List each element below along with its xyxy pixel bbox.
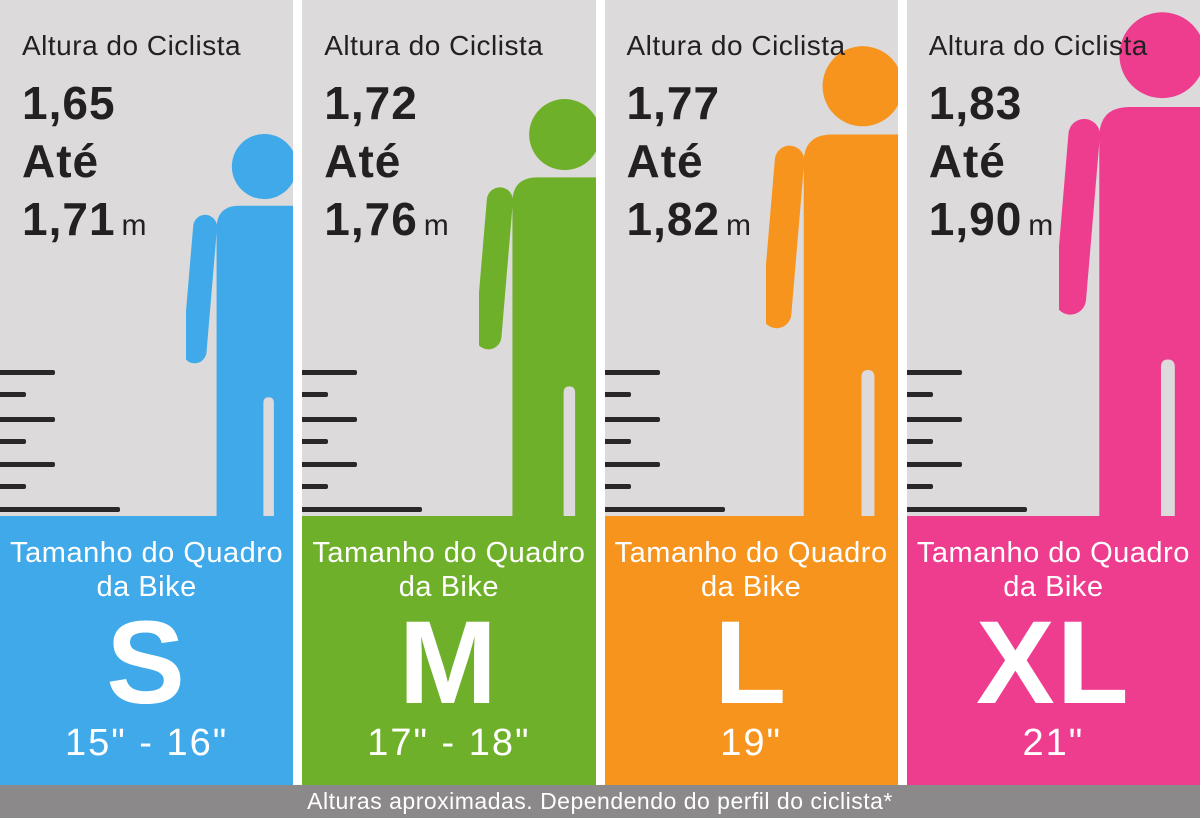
rider-height-info: Altura do Ciclista 1,72 Até 1,76 m (324, 30, 543, 255)
cyclist-silhouette-icon (186, 133, 294, 516)
frame-size-inches: 21" (1022, 722, 1085, 764)
ruler-mark (302, 507, 423, 512)
frame-size-block: Tamanho do Quadro da Bike S 15" - 16" (0, 516, 294, 785)
height-unit: m (121, 209, 147, 242)
size-column-s: Altura do Ciclista 1,65 Até 1,71 m Tamanh… (0, 0, 294, 785)
height-unit: m (423, 209, 449, 242)
ruler-mark (604, 370, 660, 375)
ruler-mark (302, 484, 329, 489)
ruler-mark (0, 462, 55, 467)
height-to-value: 1,76 (324, 193, 418, 245)
rider-area: Altura do Ciclista 1,65 Até 1,71 m (0, 0, 294, 516)
ruler-mark (604, 439, 631, 444)
size-column-l: Altura do Ciclista 1,77 Até 1,82 m Tamanh… (604, 0, 898, 785)
ruler-mark (906, 462, 962, 467)
rider-height-info: Altura do Ciclista 1,77 Até 1,82 m (627, 30, 846, 255)
ruler-mark (604, 507, 725, 512)
ruler-mark (906, 507, 1027, 512)
rider-area: Altura do Ciclista 1,77 Até 1,82 m (604, 0, 898, 516)
frame-size-label: Tamanho do Quadro da Bike (917, 536, 1190, 604)
footer-note: Alturas aproximadas. Dependendo do perfi… (0, 785, 1200, 818)
size-columns: Altura do Ciclista 1,65 Até 1,71 m Tamanh… (0, 0, 1200, 785)
size-column-m: Altura do Ciclista 1,72 Até 1,76 m Tamanh… (302, 0, 596, 785)
rider-height-label: Altura do Ciclista (626, 30, 846, 61)
frame-size-block: Tamanho do Quadro da Bike L 19" (604, 516, 898, 785)
height-to-value: 1,82 (626, 193, 721, 245)
frame-size-letter: XL (975, 597, 1131, 729)
ruler-mark (302, 417, 358, 422)
height-from: 1,65 (22, 77, 116, 129)
height-range-connector: Até (626, 135, 704, 187)
height-to: 1,76 m (324, 190, 543, 255)
ruler-mark (604, 417, 660, 422)
height-to: 1,82 m (627, 190, 846, 255)
ruler-mark (604, 392, 631, 397)
height-ruler (0, 0, 293, 516)
ruler-mark (906, 370, 962, 375)
height-to: 1,71 m (22, 190, 241, 255)
frame-size-letter: M (398, 597, 500, 729)
frame-size-inches: 19" (720, 722, 782, 764)
rider-height-label: Altura do Ciclista (928, 30, 1148, 61)
cyclist-silhouette-icon (1059, 12, 1200, 516)
ruler-mark (906, 417, 962, 422)
ruler-mark (604, 462, 660, 467)
ruler-mark (0, 507, 120, 512)
ruler-mark (906, 484, 933, 489)
rider-height-label: Altura do Ciclista (22, 30, 242, 61)
frame-size-letter: L (714, 597, 789, 729)
height-ruler (604, 0, 898, 516)
ruler-mark (302, 439, 329, 444)
ruler-mark (906, 392, 933, 397)
height-range-connector: Até (22, 135, 100, 187)
rider-height-info: Altura do Ciclista 1,83 Até 1,90 m (929, 30, 1148, 255)
frame-size-inches: 15" - 16" (64, 722, 229, 764)
frame-size-label-line1: Tamanho do Quadro (10, 537, 284, 569)
frame-size-label: Tamanho do Quadro da Bike (615, 536, 888, 604)
frame-size-label-line2: da Bike (701, 571, 802, 603)
ruler-mark (0, 392, 26, 397)
ruler-mark (0, 439, 26, 444)
frame-size-label-line1: Tamanho do Quadro (614, 537, 888, 569)
frame-size-label-line2: da Bike (398, 571, 499, 603)
ruler-mark (0, 417, 55, 422)
height-to-value: 1,71 (22, 193, 116, 245)
ruler-mark (0, 370, 55, 375)
height-ruler (906, 0, 1200, 516)
height-from: 1,77 (626, 77, 721, 129)
height-to-value: 1,90 (928, 193, 1023, 245)
height-from: 1,72 (324, 77, 418, 129)
frame-size-label: Tamanho do Quadro da Bike (10, 536, 283, 604)
frame-size-label: Tamanho do Quadro da Bike (312, 536, 585, 604)
height-unit: m (726, 209, 752, 242)
ruler-mark (906, 439, 933, 444)
cyclist-silhouette-icon (765, 46, 898, 516)
rider-area: Altura do Ciclista 1,72 Até 1,76 m (302, 0, 596, 516)
frame-size-letter: S (106, 597, 187, 729)
height-range-connector: Até (928, 135, 1006, 187)
frame-size-label-line2: da Bike (96, 571, 197, 603)
height-from: 1,83 (928, 77, 1023, 129)
rider-height-label: Altura do Ciclista (324, 30, 544, 61)
height-ruler (302, 0, 595, 516)
frame-size-label-line1: Tamanho do Quadro (312, 537, 586, 569)
rider-height-info: Altura do Ciclista 1,65 Até 1,71 m (22, 30, 241, 255)
frame-size-inches: 17" - 18" (367, 722, 531, 764)
height-range-connector: Até (324, 135, 402, 187)
frame-size-label-line2: da Bike (1003, 571, 1104, 603)
cyclist-silhouette-icon (478, 99, 596, 516)
ruler-mark (302, 392, 329, 397)
size-column-xl: Altura do Ciclista 1,83 Até 1,90 m Tamanh… (906, 0, 1200, 785)
ruler-mark (0, 484, 26, 489)
rider-area: Altura do Ciclista 1,83 Até 1,90 m (906, 0, 1200, 516)
height-to: 1,90 m (929, 190, 1148, 255)
ruler-mark (604, 484, 631, 489)
frame-size-label-line1: Tamanho do Quadro (916, 537, 1190, 569)
frame-size-block: Tamanho do Quadro da Bike M 17" - 18" (302, 516, 596, 785)
frame-size-block: Tamanho do Quadro da Bike XL 21" (906, 516, 1200, 785)
ruler-mark (302, 370, 358, 375)
ruler-mark (302, 462, 358, 467)
height-unit: m (1028, 209, 1054, 242)
